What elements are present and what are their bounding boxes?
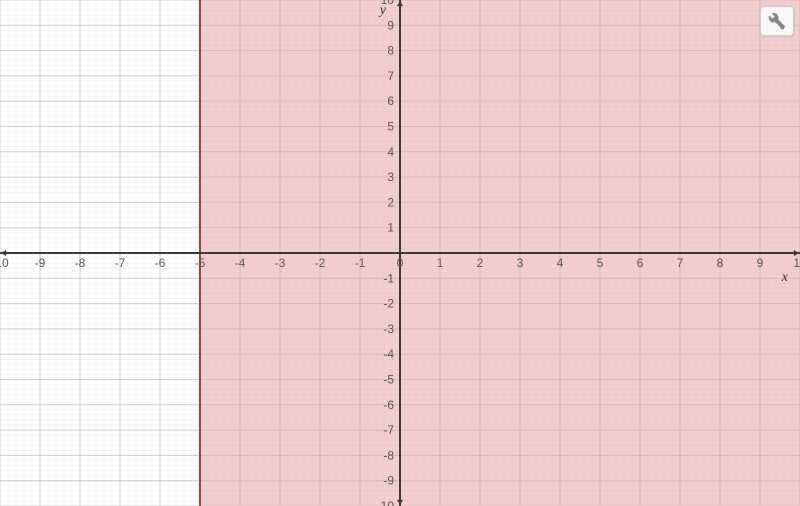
svg-text:3: 3 (387, 170, 394, 184)
svg-text:5: 5 (387, 120, 394, 134)
wrench-icon (768, 12, 786, 30)
svg-text:-4: -4 (383, 347, 394, 361)
svg-text:0: 0 (397, 256, 404, 270)
svg-text:-10: -10 (377, 499, 395, 506)
svg-text:8: 8 (387, 44, 394, 58)
svg-text:2: 2 (477, 256, 484, 270)
settings-button[interactable] (760, 6, 794, 36)
svg-text:5: 5 (597, 256, 604, 270)
svg-text:2: 2 (387, 195, 394, 209)
svg-text:-4: -4 (235, 256, 246, 270)
svg-text:6: 6 (387, 94, 394, 108)
svg-text:-3: -3 (383, 322, 394, 336)
svg-text:-2: -2 (383, 297, 394, 311)
coordinate-plane: -10-9-8-7-6-5-4-3-2-1012345678910-10-9-8… (0, 0, 800, 506)
svg-text:8: 8 (717, 256, 724, 270)
svg-text:-6: -6 (383, 398, 394, 412)
svg-text:4: 4 (387, 145, 394, 159)
x-axis-label: x (781, 270, 789, 285)
graph-container: -10-9-8-7-6-5-4-3-2-1012345678910-10-9-8… (0, 0, 800, 506)
svg-text:1: 1 (437, 256, 444, 270)
svg-text:7: 7 (677, 256, 684, 270)
svg-text:-2: -2 (315, 256, 326, 270)
y-axis-label: y (378, 3, 387, 18)
svg-text:1: 1 (387, 221, 394, 235)
svg-text:4: 4 (557, 256, 564, 270)
svg-text:-5: -5 (383, 373, 394, 387)
svg-text:-7: -7 (115, 256, 126, 270)
svg-text:-9: -9 (35, 256, 46, 270)
svg-text:6: 6 (637, 256, 644, 270)
svg-text:10: 10 (793, 256, 800, 270)
svg-text:7: 7 (387, 69, 394, 83)
svg-text:3: 3 (517, 256, 524, 270)
svg-text:-8: -8 (75, 256, 86, 270)
svg-text:-1: -1 (383, 271, 394, 285)
svg-text:-7: -7 (383, 423, 394, 437)
svg-text:-1: -1 (355, 256, 366, 270)
svg-text:-10: -10 (0, 256, 9, 270)
svg-text:-5: -5 (195, 256, 206, 270)
svg-text:-8: -8 (383, 448, 394, 462)
svg-text:-6: -6 (155, 256, 166, 270)
svg-text:9: 9 (387, 18, 394, 32)
svg-text:-3: -3 (275, 256, 286, 270)
svg-text:-9: -9 (383, 474, 394, 488)
svg-text:9: 9 (757, 256, 764, 270)
